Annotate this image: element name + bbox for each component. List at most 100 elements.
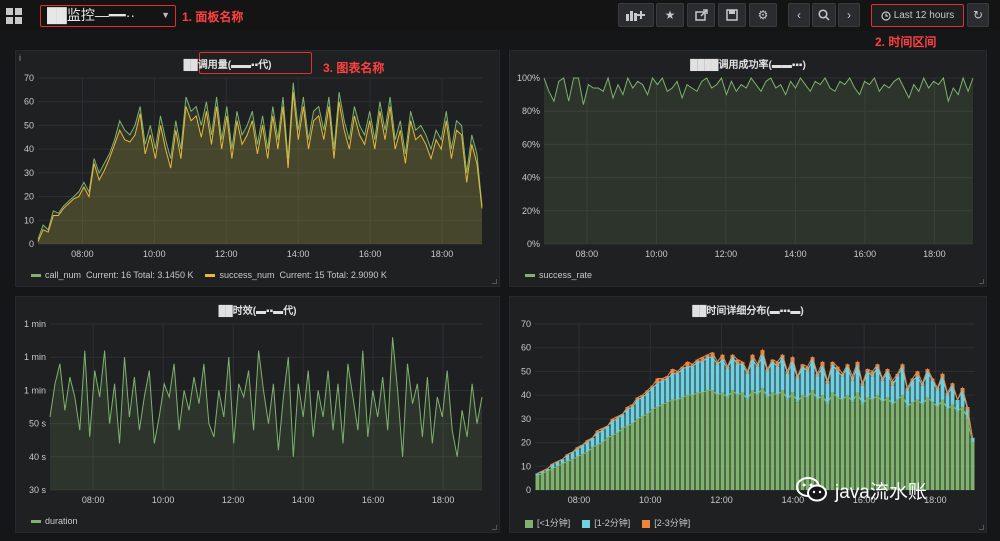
bar-segment: [625, 409, 630, 426]
time-shift-forward-button[interactable]: ›: [838, 3, 860, 27]
bar-segment: [750, 390, 755, 490]
star-icon: ★: [664, 8, 676, 22]
x-tick-label: 14:00: [292, 495, 315, 505]
bar-segment: [635, 418, 640, 490]
bar-segment: [890, 404, 895, 490]
bar-segment: [875, 366, 880, 396]
bar-segment: [595, 430, 600, 434]
bar-segment: [840, 373, 845, 377]
bar-segment: [835, 366, 840, 372]
bar-segment: [915, 399, 920, 490]
save-button[interactable]: [718, 3, 746, 27]
bar-segment: [785, 399, 790, 490]
x-tick-label: 16:00: [853, 495, 876, 505]
bar-segment: [770, 361, 775, 393]
y-tick-label: 70: [24, 73, 34, 83]
refresh-button[interactable]: ↻: [967, 3, 989, 27]
dashboards-grid-icon[interactable]: [5, 7, 23, 25]
bar-segment: [545, 468, 550, 472]
x-tick-label: 08:00: [71, 249, 94, 259]
chart-success-rate: 0% 20% 40% 60% 80% 100% 08:00 10:00 12:00 14:00 16…: [517, 73, 974, 259]
bar-segment: [775, 395, 780, 490]
settings-button[interactable]: ⚙: [749, 3, 777, 27]
legend-item-2-3min[interactable]: [2-3分钟]: [642, 516, 690, 529]
legend-item-duration[interactable]: duration: [31, 516, 78, 526]
bar-segment: [765, 371, 770, 398]
bar-segment: [940, 376, 945, 400]
time-shift-back-button[interactable]: ‹: [788, 3, 810, 27]
bar-segment: [650, 385, 655, 389]
panel-resize-handle[interactable]: [979, 525, 984, 530]
bar-segment: [760, 350, 765, 355]
y-tick-label: 1 min: [24, 319, 46, 329]
watermark-text: java流水账: [835, 481, 927, 503]
bar-segment: [880, 380, 885, 403]
bar-segment: [740, 364, 745, 393]
bar-segment: [955, 411, 960, 490]
legend-item-lt1min[interactable]: [<1分钟]: [525, 516, 570, 529]
series-area-call_num: [38, 82, 482, 244]
bar-segment: [815, 399, 820, 490]
x-tick-label: 14:00: [784, 249, 807, 259]
bar-segment: [635, 397, 640, 400]
bar-segment: [710, 357, 715, 391]
chevron-right-icon: ›: [847, 8, 851, 22]
y-tick-label: 60: [521, 343, 531, 353]
share-button[interactable]: [687, 3, 715, 27]
bar-segment: [660, 378, 665, 381]
panel-resize-handle[interactable]: [492, 525, 497, 530]
bar-segment: [630, 404, 635, 407]
zoom-out-button[interactable]: [812, 3, 836, 27]
x-tick-label: 18:00: [924, 495, 947, 505]
y-tick-label: 60%: [522, 139, 540, 149]
y-tick-label: 10: [24, 215, 34, 225]
y-tick-label: 50: [521, 366, 531, 376]
bar-segment: [570, 452, 575, 460]
bar-segment: [790, 392, 795, 490]
legend-label: [<1分钟]: [537, 518, 571, 528]
bar-segment: [795, 378, 800, 403]
dashboard-title-picker[interactable]: ██监控—━━·· ▼: [40, 5, 176, 27]
y-tick-label: 0%: [527, 239, 540, 249]
panel-title[interactable]: ██时间详细分布(▬▪▪▪▬): [692, 306, 804, 317]
legend-item-success-num[interactable]: success_num Current: 15 Total: 2.9090 K: [205, 270, 387, 280]
panel-resize-handle[interactable]: [492, 279, 497, 284]
info-icon[interactable]: i: [19, 53, 21, 63]
legend-item-1-2min[interactable]: [1-2分钟]: [582, 516, 630, 529]
legend-item-success-rate[interactable]: success_rate: [525, 270, 592, 280]
bar-segment: [940, 399, 945, 490]
time-range-picker[interactable]: Last 12 hours: [871, 4, 964, 27]
share-icon: [694, 9, 708, 21]
panel-title[interactable]: ████调用成功率(▬▬▪▪▪): [690, 60, 806, 71]
bar-segment: [645, 414, 650, 490]
bar-segment: [615, 416, 620, 419]
bar-segment: [840, 399, 845, 490]
x-tick-label: 14:00: [287, 249, 310, 259]
add-panel-button[interactable]: [618, 3, 654, 27]
bar-segment: [565, 454, 570, 462]
bar-segment: [560, 463, 565, 490]
legend-label: success_rate: [539, 270, 593, 280]
bar-segment: [600, 442, 605, 490]
y-tick-label: 30: [521, 414, 531, 424]
bar-segment: [725, 369, 730, 398]
bar-segment: [685, 361, 690, 367]
bar-segment: [840, 376, 845, 400]
bar-segment: [870, 399, 875, 490]
panel-resize-handle[interactable]: [979, 279, 984, 284]
bar-segment: [830, 392, 835, 490]
bar-segment: [720, 354, 725, 360]
bar-segment: [805, 371, 810, 398]
series-area-duration: [50, 337, 482, 490]
bar-segment: [710, 390, 715, 490]
legend-item-call-num[interactable]: call_num Current: 16 Total: 3.1450 K: [31, 270, 193, 280]
panel-title[interactable]: ██调用量(▬▬▪▪代): [183, 60, 272, 71]
star-button[interactable]: ★: [656, 3, 684, 27]
x-tick-label: 08:00: [568, 495, 591, 505]
y-tick-label: 70: [521, 319, 531, 329]
legend-stats: Current: 15 Total: 2.9090 K: [279, 270, 387, 280]
bar-segment: [535, 473, 540, 476]
panel-title[interactable]: ██时效(▬▪▪▬代): [218, 306, 297, 317]
bar-segment: [670, 399, 675, 490]
y-tick-label: 1 min: [24, 352, 46, 362]
